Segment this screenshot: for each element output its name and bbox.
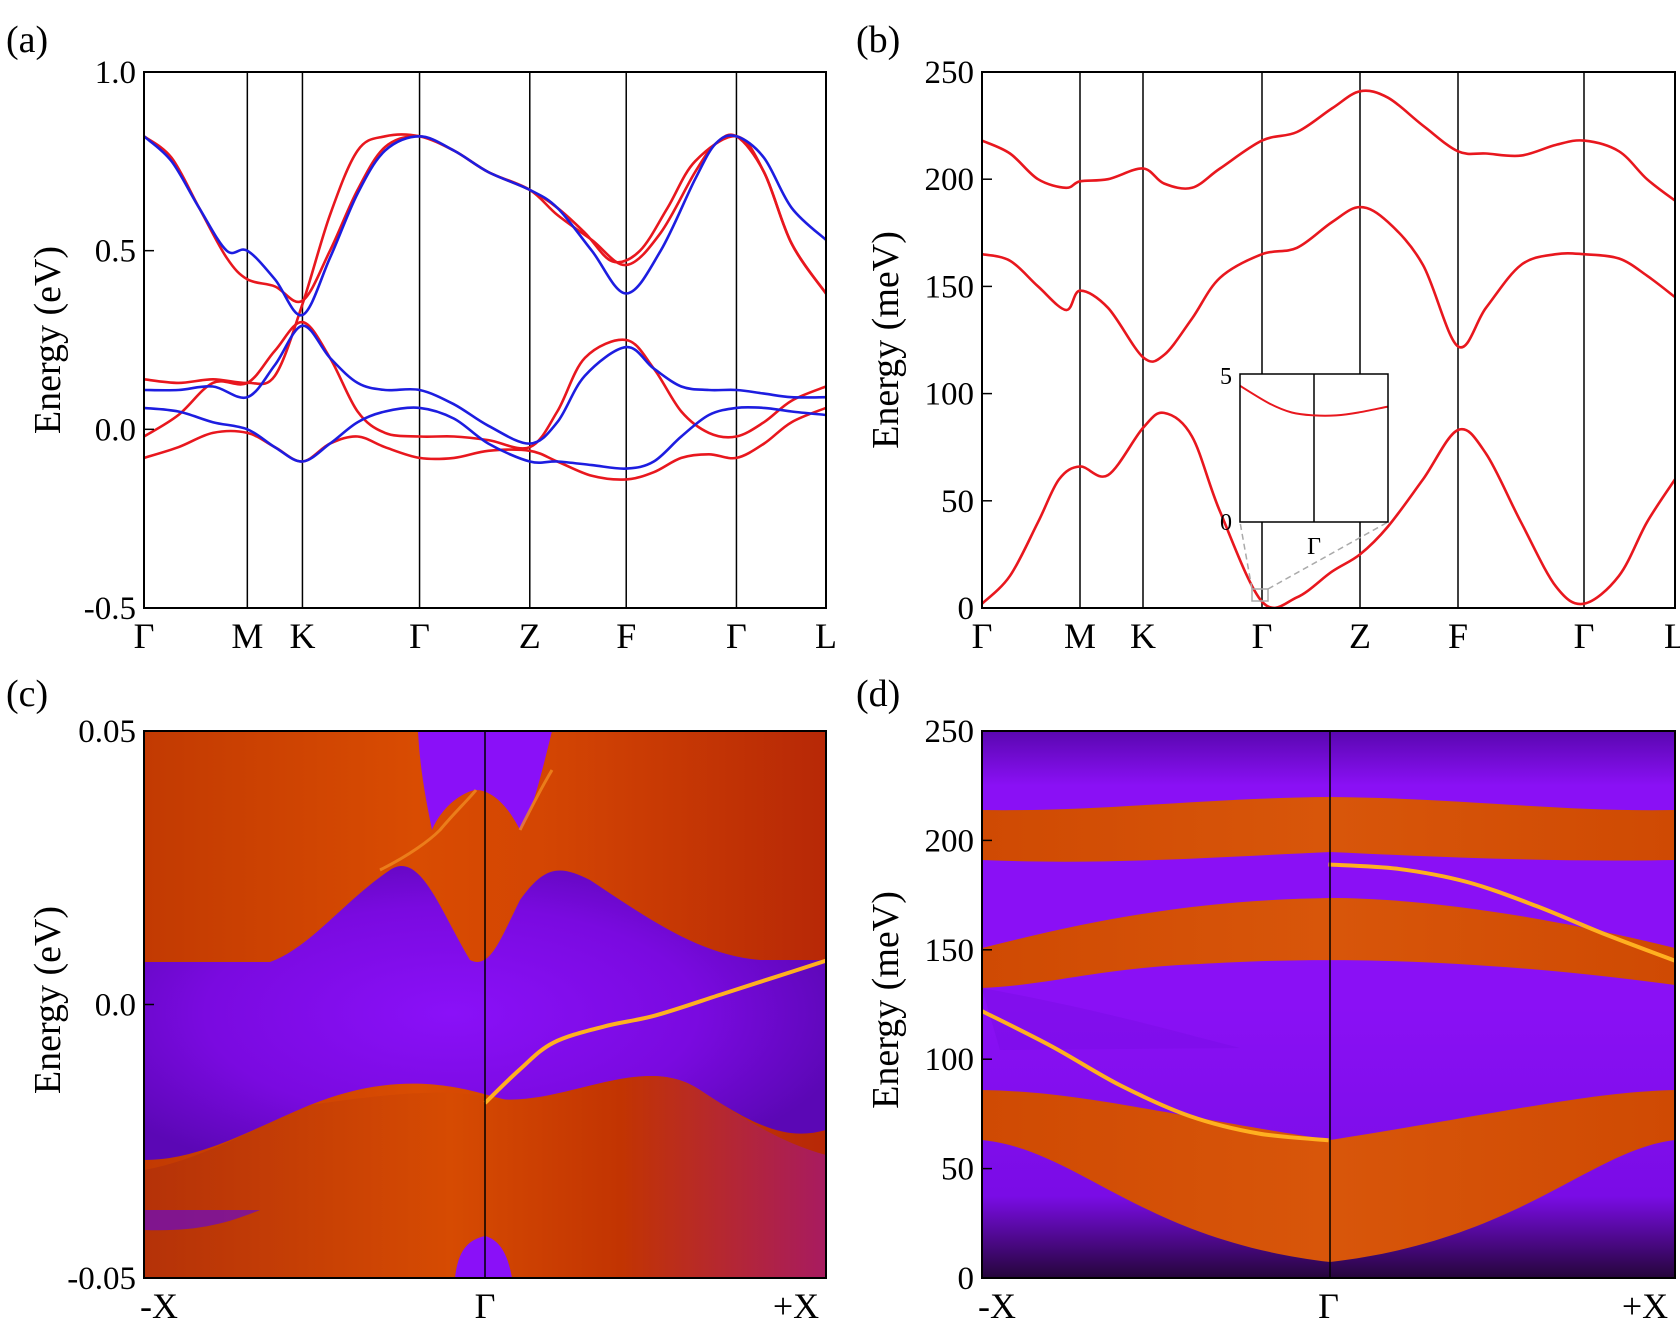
surface-state-c [483,958,826,1105]
panel-d: (d) 250 200 150 100 50 0 -X Γ +X Energy (meV) [856,673,1676,1326]
band-line [144,324,826,445]
panel-c: (c) 0.05 0.0 -0.05 -X Γ +X Energy (eV) [6,673,827,1326]
ytick-label: 200 [925,162,975,198]
ytick-label: -0.5 [84,591,136,627]
ylabel-a: Energy (eV) [27,246,69,434]
ytick-label: 250 [925,714,975,750]
band-line [982,205,1675,363]
axes-frame-b [981,71,1676,609]
ytick-label: 0.0 [95,412,136,448]
band-line [144,320,826,450]
heatmap-d [982,731,1675,1278]
xtick-label: F [616,616,636,656]
surface-state-d-2 [1328,862,1675,963]
xtick-label: Γ [1574,616,1595,656]
ytick-label: 0.5 [95,234,136,270]
inset-xtick-label: Γ [1307,534,1321,560]
axes-frame-a [143,71,827,609]
ytick-label: 0 [958,1261,975,1297]
xtick-label: M [231,616,263,656]
ytick-label: -0.05 [67,1261,136,1297]
inset-ytick-label: 0 [1220,510,1232,536]
ytick-label: 100 [925,1042,975,1078]
ylabel-c: Energy (eV) [27,906,69,1094]
ytick-label: 150 [925,933,975,969]
surface-state-d-1 [982,1009,1329,1143]
xtick-label: Γ [972,616,993,656]
xtick-label: L [1664,616,1680,656]
zoom-box [1251,588,1269,602]
ytick-label: 0.0 [95,988,136,1024]
zoom-leader-right [1267,521,1389,590]
xtick-label: Z [1349,616,1371,656]
inset-frame [1239,373,1389,523]
heatmap-c [144,731,826,1278]
panel-label-d: (d) [856,673,900,715]
xtick-label: +X [773,1286,819,1326]
inset: 5 0 Γ [1220,364,1389,560]
xtick-label: L [815,616,837,656]
ylabel-b: Energy (meV) [865,231,907,449]
ytick-label: 0.05 [78,714,136,750]
ytick-label: 150 [925,269,975,305]
ylabel-d: Energy (meV) [865,891,907,1109]
panel-label-c: (c) [6,673,48,715]
ytick-label: 0 [958,591,975,627]
band-line [144,134,826,317]
ytick-label: 50 [941,484,974,520]
ytick-label: 50 [941,1152,974,1188]
xtick-label: Γ [1252,616,1273,656]
ytick-label: 200 [925,823,975,859]
xtick-label: -X [140,1286,178,1326]
inset-ytick-label: 5 [1220,364,1232,390]
band-line [144,133,826,304]
ytick-label: 1.0 [95,55,136,91]
axes-frame-d [981,730,1676,1279]
panel-label-a: (a) [6,19,48,61]
inset-band-line [1239,384,1389,417]
xtick-label: Γ [409,616,430,656]
xtick-label: K [1130,616,1156,656]
xtick-label: M [1064,616,1096,656]
ytick-label: 250 [925,55,975,91]
ytick-label: 100 [925,377,975,413]
band-line [982,411,1675,608]
panel-label-b: (b) [856,19,900,61]
xtick-label: Γ [475,1286,496,1326]
xtick-label: K [289,616,315,656]
xtick-label: Γ [726,616,747,656]
band-line [144,406,826,481]
xtick-label: -X [978,1286,1016,1326]
band-line [144,405,826,470]
xtick-label: +X [1622,1286,1668,1326]
xtick-label: F [1448,616,1468,656]
band-line [982,89,1675,202]
xtick-label: Γ [1318,1286,1339,1326]
band-line [144,133,826,386]
xtick-label: Z [519,616,541,656]
xtick-label: Γ [134,616,155,656]
zoom-leader-left [1239,521,1253,590]
